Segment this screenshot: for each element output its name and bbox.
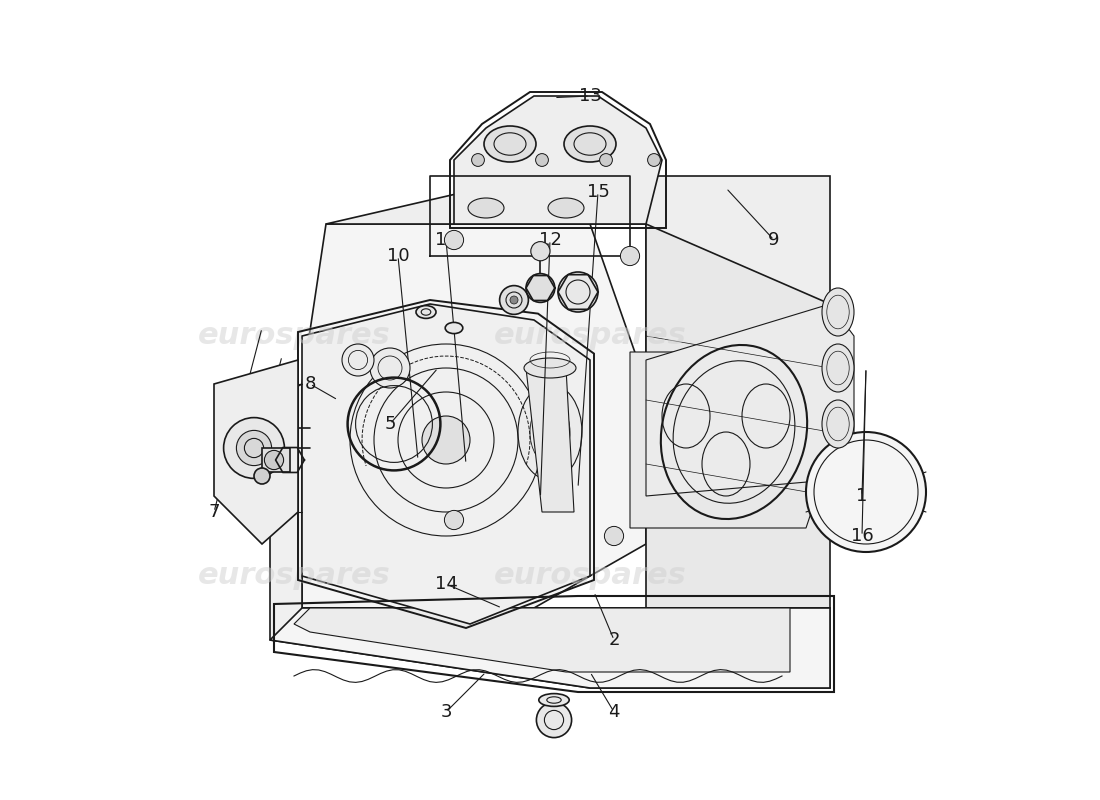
Text: 6: 6 [240,487,252,505]
Circle shape [499,286,528,314]
Polygon shape [302,224,646,608]
Circle shape [444,230,463,250]
Polygon shape [326,176,830,384]
Polygon shape [646,224,830,608]
Ellipse shape [822,344,854,392]
Text: 12: 12 [539,231,561,249]
Text: eurospares: eurospares [494,322,686,350]
Polygon shape [270,608,830,688]
Text: 15: 15 [586,183,609,201]
Circle shape [536,154,549,166]
Circle shape [600,154,613,166]
Circle shape [604,526,624,546]
Circle shape [558,272,598,312]
Polygon shape [526,368,574,512]
Ellipse shape [484,126,536,162]
Circle shape [223,418,285,478]
Ellipse shape [524,358,576,378]
Circle shape [510,296,518,304]
Text: 13: 13 [579,87,602,105]
Circle shape [444,510,463,530]
Polygon shape [302,304,590,624]
Circle shape [422,416,470,464]
Text: 7: 7 [208,503,220,521]
Ellipse shape [518,384,582,480]
Text: eurospares: eurospares [198,322,390,350]
Ellipse shape [548,198,584,218]
Circle shape [531,242,550,261]
Polygon shape [270,384,830,688]
Text: eurospares: eurospares [494,562,686,590]
Polygon shape [630,352,822,528]
Circle shape [236,430,272,466]
Ellipse shape [446,322,463,334]
Ellipse shape [564,126,616,162]
Circle shape [648,154,660,166]
Circle shape [254,468,270,484]
Ellipse shape [539,694,569,706]
Text: 10: 10 [387,247,409,265]
Circle shape [806,432,926,552]
Polygon shape [646,304,854,496]
Polygon shape [214,360,298,544]
Ellipse shape [822,288,854,336]
Text: eurospares: eurospares [198,562,390,590]
Text: 4: 4 [608,703,619,721]
Ellipse shape [416,306,436,318]
Circle shape [472,154,484,166]
Polygon shape [262,448,290,472]
Circle shape [342,344,374,376]
Circle shape [537,702,572,738]
Polygon shape [454,96,662,224]
Circle shape [264,450,284,470]
Text: 14: 14 [434,575,458,593]
Circle shape [526,274,554,302]
Text: 11: 11 [434,231,458,249]
Text: 5: 5 [384,415,396,433]
Text: 16: 16 [850,527,873,545]
Text: 8: 8 [305,375,316,393]
Text: 1: 1 [856,487,868,505]
Text: 9: 9 [768,231,780,249]
Text: 3: 3 [440,703,452,721]
Circle shape [620,246,639,266]
Ellipse shape [822,400,854,448]
Text: 2: 2 [608,631,619,649]
Circle shape [370,348,410,388]
Ellipse shape [468,198,504,218]
Polygon shape [294,608,790,672]
